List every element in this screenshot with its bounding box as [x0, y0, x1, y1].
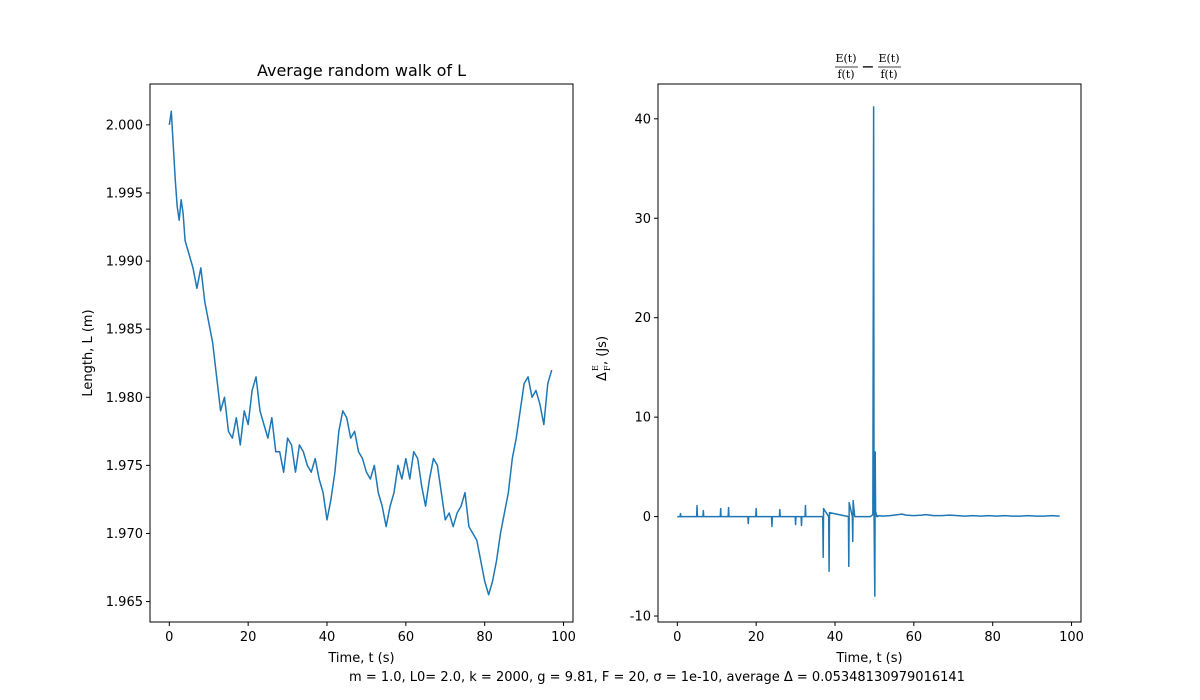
ticks-left: 0 20 40 60 80 100 1.965 1.970 1.975 1.980 1.985 1.9…: [106, 118, 576, 645]
y-label-rest: , (Js): [595, 336, 610, 365]
left-xtick-label: 80: [476, 630, 493, 645]
series-left: [168, 110, 553, 596]
chart-title-right: E(t) f(t) − E(t) f(t): [835, 52, 901, 81]
title-num-1: E(t): [835, 52, 856, 65]
left-series-line: [168, 110, 553, 596]
title-den-1: f(t): [837, 68, 854, 81]
right-ytick-label: 0: [643, 510, 651, 525]
left-ytick-label: 1.995: [106, 186, 143, 201]
y-label-sub: F: [603, 365, 612, 371]
right-ytick-label: 30: [634, 212, 651, 227]
left-ytick-label: 2.000: [106, 118, 143, 133]
left-xtick-label: 40: [319, 630, 336, 645]
right-series-line: [677, 106, 1060, 597]
plot-area-right: [657, 83, 1082, 623]
right-ytick-label: 20: [634, 311, 651, 326]
left-ytick-label: 1.980: [106, 391, 143, 406]
chart-title-left: Average random walk of L: [257, 61, 466, 80]
y-label-delta: Δ: [595, 372, 610, 381]
right-ytick-label: 40: [634, 112, 651, 127]
right-xtick-label: 40: [827, 630, 844, 645]
title-den-2: f(t): [880, 68, 897, 81]
left-ytick-label: 1.990: [106, 255, 143, 270]
left-xtick-label: 20: [240, 630, 257, 645]
right-xtick-label: 80: [984, 630, 1001, 645]
left-xtick-label: 100: [551, 630, 576, 645]
left-ytick-label: 1.985: [106, 323, 143, 338]
left-ytick-label: 1.970: [106, 527, 143, 542]
footer-params: m = 1.0, L0= 2.0, k = 2000, g = 9.81, F …: [349, 670, 965, 685]
y-axis-label-left: Length, L (m): [81, 309, 96, 396]
left-ytick-label: 1.975: [106, 459, 143, 474]
right-xtick-label: 0: [673, 630, 681, 645]
title-op: −: [861, 57, 874, 76]
chart-right: E(t) f(t) − E(t) f(t) 0 20 40 60 80 100 -10 0 10…: [591, 52, 1084, 666]
left-xtick-label: 60: [398, 630, 415, 645]
x-axis-label-right: Time, t (s): [835, 651, 902, 666]
right-ytick-label: -10: [630, 610, 651, 625]
x-axis-label-left: Time, t (s): [327, 651, 394, 666]
chart-left: Average random walk of L 0 20 40 60 80 100 1.9…: [81, 61, 576, 666]
title-num-2: E(t): [878, 52, 899, 65]
left-xtick-label: 0: [165, 630, 173, 645]
plot-area-left: [149, 83, 574, 623]
ticks-right: 0 20 40 60 80 100 -10 0 10 20 30 40: [630, 112, 1084, 645]
series-right: [677, 106, 1060, 597]
right-xtick-label: 100: [1059, 630, 1084, 645]
y-label-sup: E: [591, 365, 600, 371]
right-xtick-label: 20: [748, 630, 765, 645]
right-xtick-label: 60: [906, 630, 923, 645]
y-axis-label-right: Δ E F , (Js): [591, 336, 612, 381]
left-ytick-label: 1.965: [106, 595, 143, 610]
right-ytick-label: 10: [634, 411, 651, 426]
